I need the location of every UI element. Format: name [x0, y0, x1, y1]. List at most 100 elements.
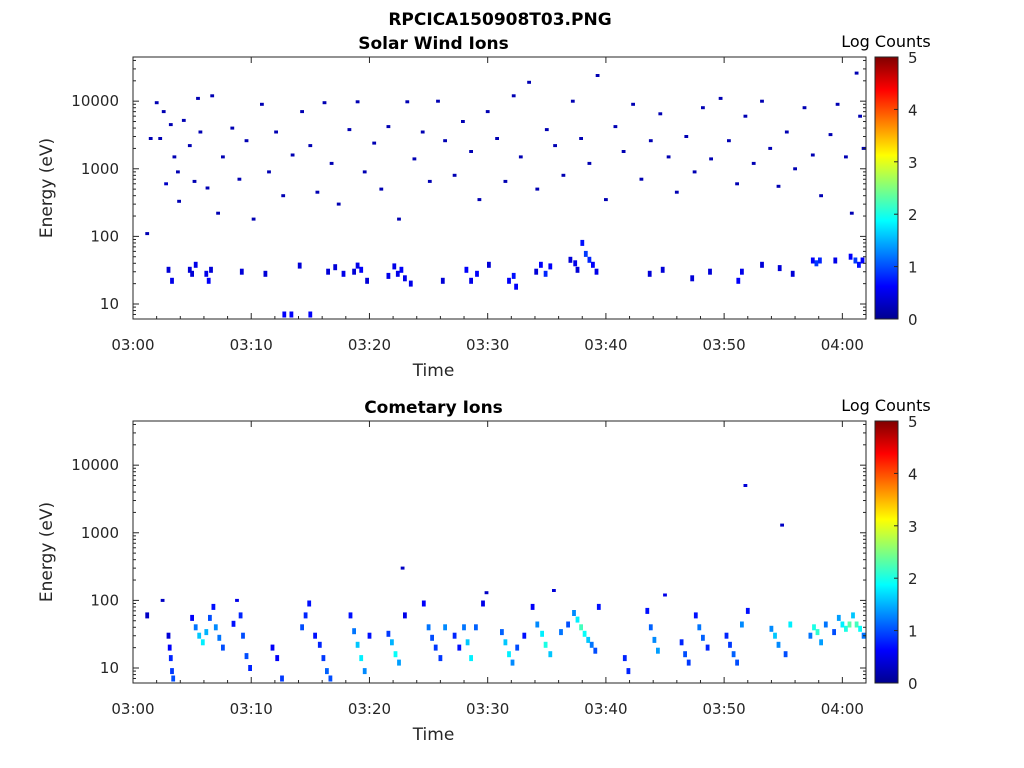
data-cell: [290, 153, 295, 157]
data-cell: [315, 190, 320, 194]
data-cell: [652, 636, 657, 643]
data-cell: [768, 146, 773, 150]
data-cell: [833, 257, 838, 264]
data-cell: [559, 629, 563, 636]
data-cell: [595, 74, 600, 77]
data-cell: [352, 628, 356, 635]
data-cell: [464, 266, 469, 273]
data-cell: [282, 311, 287, 318]
data-cell: [244, 139, 249, 143]
data-cell: [238, 612, 243, 619]
data-cell: [727, 139, 731, 143]
data-cell: [568, 256, 573, 263]
data-cell: [760, 261, 764, 268]
data-cell: [573, 260, 578, 267]
colorbar-title: Log Counts: [841, 396, 931, 415]
data-cell: [474, 624, 478, 631]
y-axis-label: Energy (eV): [37, 138, 57, 238]
data-cell: [527, 80, 531, 84]
data-cell: [812, 624, 816, 631]
data-cell: [539, 261, 543, 268]
colorbar-gradient: [875, 57, 898, 319]
data-cell: [333, 264, 338, 271]
data-cell: [507, 651, 511, 658]
data-cell: [300, 110, 304, 114]
data-cell: [736, 277, 741, 284]
data-cell: [690, 275, 695, 282]
data-cell: [433, 644, 438, 651]
data-cell: [684, 135, 689, 138]
data-cell: [187, 266, 192, 273]
data-cell: [793, 167, 797, 171]
colorbar-frame: [874, 56, 899, 320]
data-cell: [484, 591, 489, 595]
data-cell: [579, 137, 583, 140]
data-cell: [648, 624, 653, 631]
y-tick-label: 1000: [81, 524, 119, 542]
data-cell: [347, 128, 352, 132]
plot-area: [133, 421, 866, 683]
data-cell: [591, 261, 595, 268]
data-cell: [784, 130, 789, 134]
colorbar-tick-label: 4: [908, 101, 918, 119]
data-cell: [469, 277, 473, 284]
data-cell: [819, 194, 823, 198]
data-cell: [341, 270, 346, 277]
data-cell: [167, 644, 172, 651]
data-cell: [440, 277, 445, 284]
x-axis-label: Time: [412, 725, 455, 745]
data-cell: [438, 655, 443, 662]
x-tick-label: 03:50: [703, 700, 746, 718]
data-cell: [372, 141, 377, 145]
data-cell: [408, 280, 413, 287]
data-cell: [469, 655, 473, 662]
data-cell: [575, 616, 580, 623]
data-cell: [239, 268, 244, 275]
data-cell: [217, 634, 222, 641]
data-cell: [548, 651, 553, 658]
data-cell: [362, 170, 367, 174]
data-cell: [197, 632, 202, 639]
data-cell: [176, 170, 180, 174]
data-cell: [854, 621, 859, 628]
data-cell: [171, 675, 176, 682]
colorbar-tick-label: 1: [908, 259, 918, 277]
data-cell: [208, 614, 212, 621]
data-cell: [193, 261, 198, 268]
data-cell: [522, 632, 527, 639]
data-cell: [352, 268, 356, 275]
y-tick-label: 100: [90, 227, 119, 245]
x-tick-label: 03:40: [584, 336, 627, 354]
data-cell: [518, 155, 523, 159]
data-cell: [386, 125, 391, 129]
data-cell: [485, 110, 490, 114]
data-cell: [193, 624, 198, 631]
data-cell: [674, 190, 679, 194]
data-cell: [263, 270, 268, 277]
y-tick-label: 1000: [81, 160, 119, 178]
data-cell: [168, 123, 173, 127]
data-cell: [851, 612, 855, 619]
data-cell: [443, 139, 447, 143]
data-cell: [818, 257, 822, 264]
data-cell: [177, 199, 181, 203]
data-cells: [145, 484, 866, 682]
data-cell: [656, 647, 660, 654]
data-cell: [701, 634, 705, 641]
data-cell: [336, 202, 341, 206]
x-tick-label: 03:20: [348, 700, 391, 718]
data-cell: [639, 177, 644, 181]
data-cell: [631, 102, 635, 106]
data-cell: [566, 621, 570, 628]
data-cell: [231, 620, 236, 627]
data-cell: [386, 272, 391, 279]
data-cell: [666, 155, 671, 159]
data-cell: [857, 261, 861, 268]
data-cell: [731, 651, 736, 658]
data-cell: [221, 155, 225, 159]
data-cell: [709, 157, 713, 161]
panel-title: Cometary Ions: [364, 398, 503, 418]
